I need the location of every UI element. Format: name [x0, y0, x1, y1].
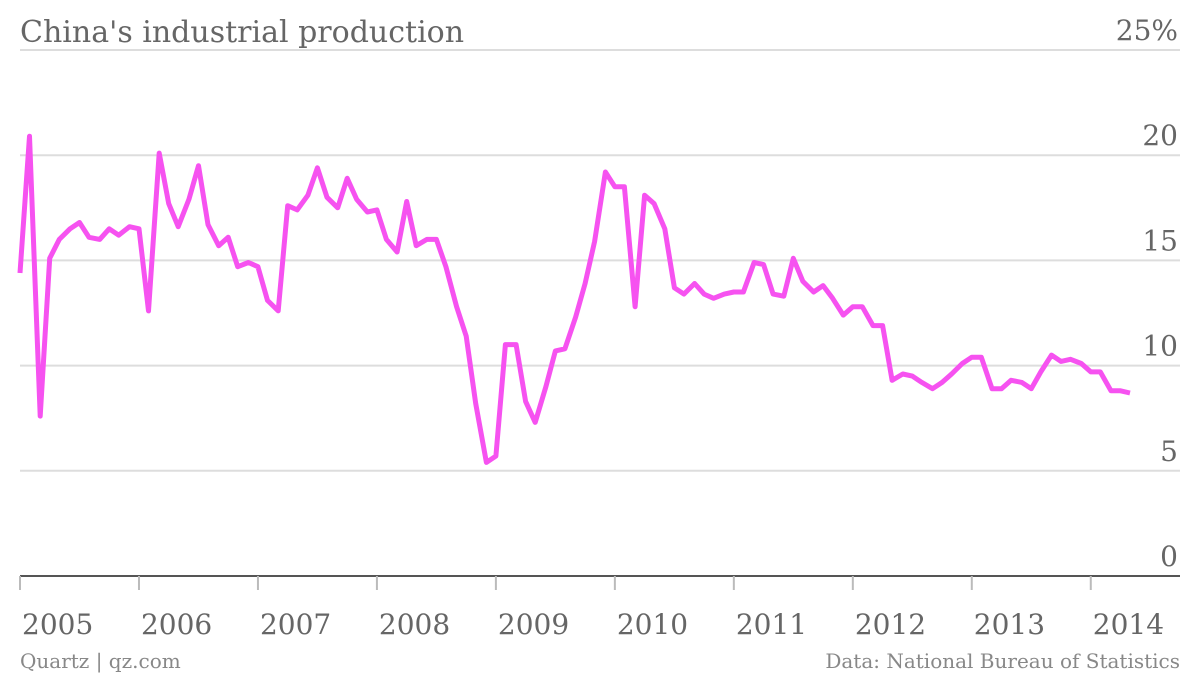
y-tick-label: 10	[1142, 330, 1178, 363]
x-tick-label: 2006	[141, 608, 212, 641]
x-tick-label: 2012	[855, 608, 926, 641]
y-tick-label: 15	[1142, 224, 1178, 257]
x-tick-label: 2008	[379, 608, 450, 641]
x-tick-label: 2009	[498, 608, 569, 641]
chart-title: China's industrial production	[20, 15, 464, 50]
credit: Quartz | qz.com	[20, 649, 181, 674]
x-tick-label: 2010	[617, 608, 688, 641]
x-tick-label: 2005	[22, 608, 93, 641]
x-tick-label: 2013	[974, 608, 1045, 641]
x-tick-label: 2007	[260, 608, 331, 641]
source: Data: National Bureau of Statistics	[825, 649, 1180, 673]
x-tick-label: 2011	[736, 608, 807, 641]
x-tick-label: 2014	[1093, 608, 1164, 641]
y-tick-label: 5	[1160, 435, 1178, 468]
line	[17, 133, 1131, 465]
y-tick-label: 25%	[1116, 14, 1178, 47]
y-tick-label: 20	[1142, 119, 1178, 152]
y-tick-label: 0	[1160, 540, 1178, 573]
